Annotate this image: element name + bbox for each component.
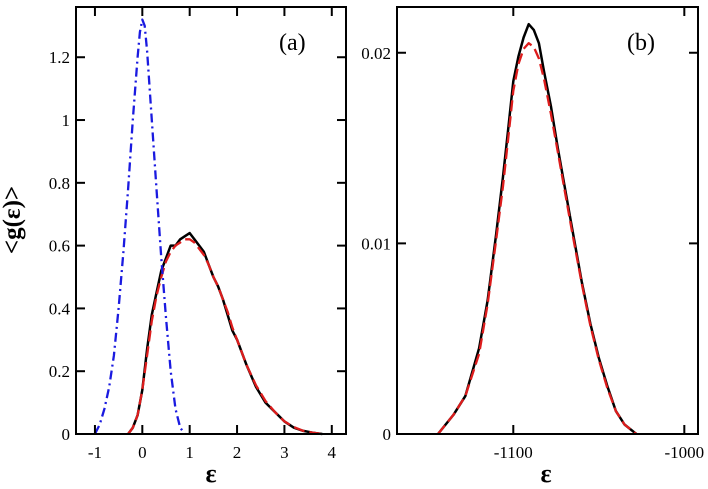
panel-a-series-reference-line bbox=[93, 18, 186, 435]
panel-a-xtick-label: 3 bbox=[280, 443, 289, 462]
panel-a-label: (a) bbox=[279, 30, 306, 56]
panel-a-xtick-label: 0 bbox=[138, 443, 147, 462]
panel-a-ytick-label: 1 bbox=[62, 111, 71, 130]
panel-a-plot-area bbox=[93, 18, 323, 436]
panel-b-ytick-label: 0 bbox=[383, 425, 392, 444]
panel-a-ytick-label: 0 bbox=[62, 425, 71, 444]
panel-a-series-simulation-line bbox=[127, 231, 323, 436]
panel-a-xtick-label: -1 bbox=[88, 443, 102, 462]
panel-b-ticks: -1100 -1000 0 0.01 0.02 bbox=[361, 7, 704, 462]
panel-a-ticks: -1 0 1 2 3 4 0 0.2 0.4 0.6 0.8 1 1.2 bbox=[49, 7, 346, 462]
panel-a-ytick-label: 0.8 bbox=[49, 174, 70, 193]
panel-a-xtick-label: 1 bbox=[185, 443, 194, 462]
panel-a-xtick-label: 4 bbox=[328, 443, 337, 462]
panel-b-series-fit-line bbox=[437, 42, 638, 435]
panel-b-frame bbox=[396, 6, 699, 435]
panel-b-ytick-label: 0.02 bbox=[361, 44, 391, 63]
panel-b-xtick-label: -1000 bbox=[664, 443, 704, 462]
panel-b-xtick-label: -1100 bbox=[494, 443, 533, 462]
panel-b-label: (b) bbox=[627, 30, 655, 56]
panel-a-ylabel: <g(ε)> bbox=[0, 186, 26, 254]
panel-a-frame bbox=[75, 6, 347, 435]
panel-b-plot-area bbox=[437, 22, 638, 435]
panel-b-series-simulation-line bbox=[437, 22, 638, 435]
panel-a: -1 0 1 2 3 4 0 0.2 0.4 0.6 0.8 1 1.2 (a) ε <g(ε)> bbox=[0, 6, 347, 488]
panel-a-series-fit-line bbox=[127, 238, 323, 436]
panel-a-xlabel: ε bbox=[205, 459, 216, 488]
panel-b-ytick-label: 0.01 bbox=[361, 234, 391, 253]
panel-a-ytick-label: 0.6 bbox=[49, 237, 70, 256]
panel-a-ytick-label: 0.2 bbox=[49, 362, 70, 381]
panel-b-xlabel: ε bbox=[540, 459, 551, 488]
panel-a-ytick-label: 0.4 bbox=[49, 299, 71, 318]
panel-b: -1100 -1000 0 0.01 0.02 (b) ε bbox=[361, 6, 704, 488]
panel-a-ytick-label: 1.2 bbox=[49, 48, 70, 67]
panel-a-xtick-label: 2 bbox=[233, 443, 242, 462]
